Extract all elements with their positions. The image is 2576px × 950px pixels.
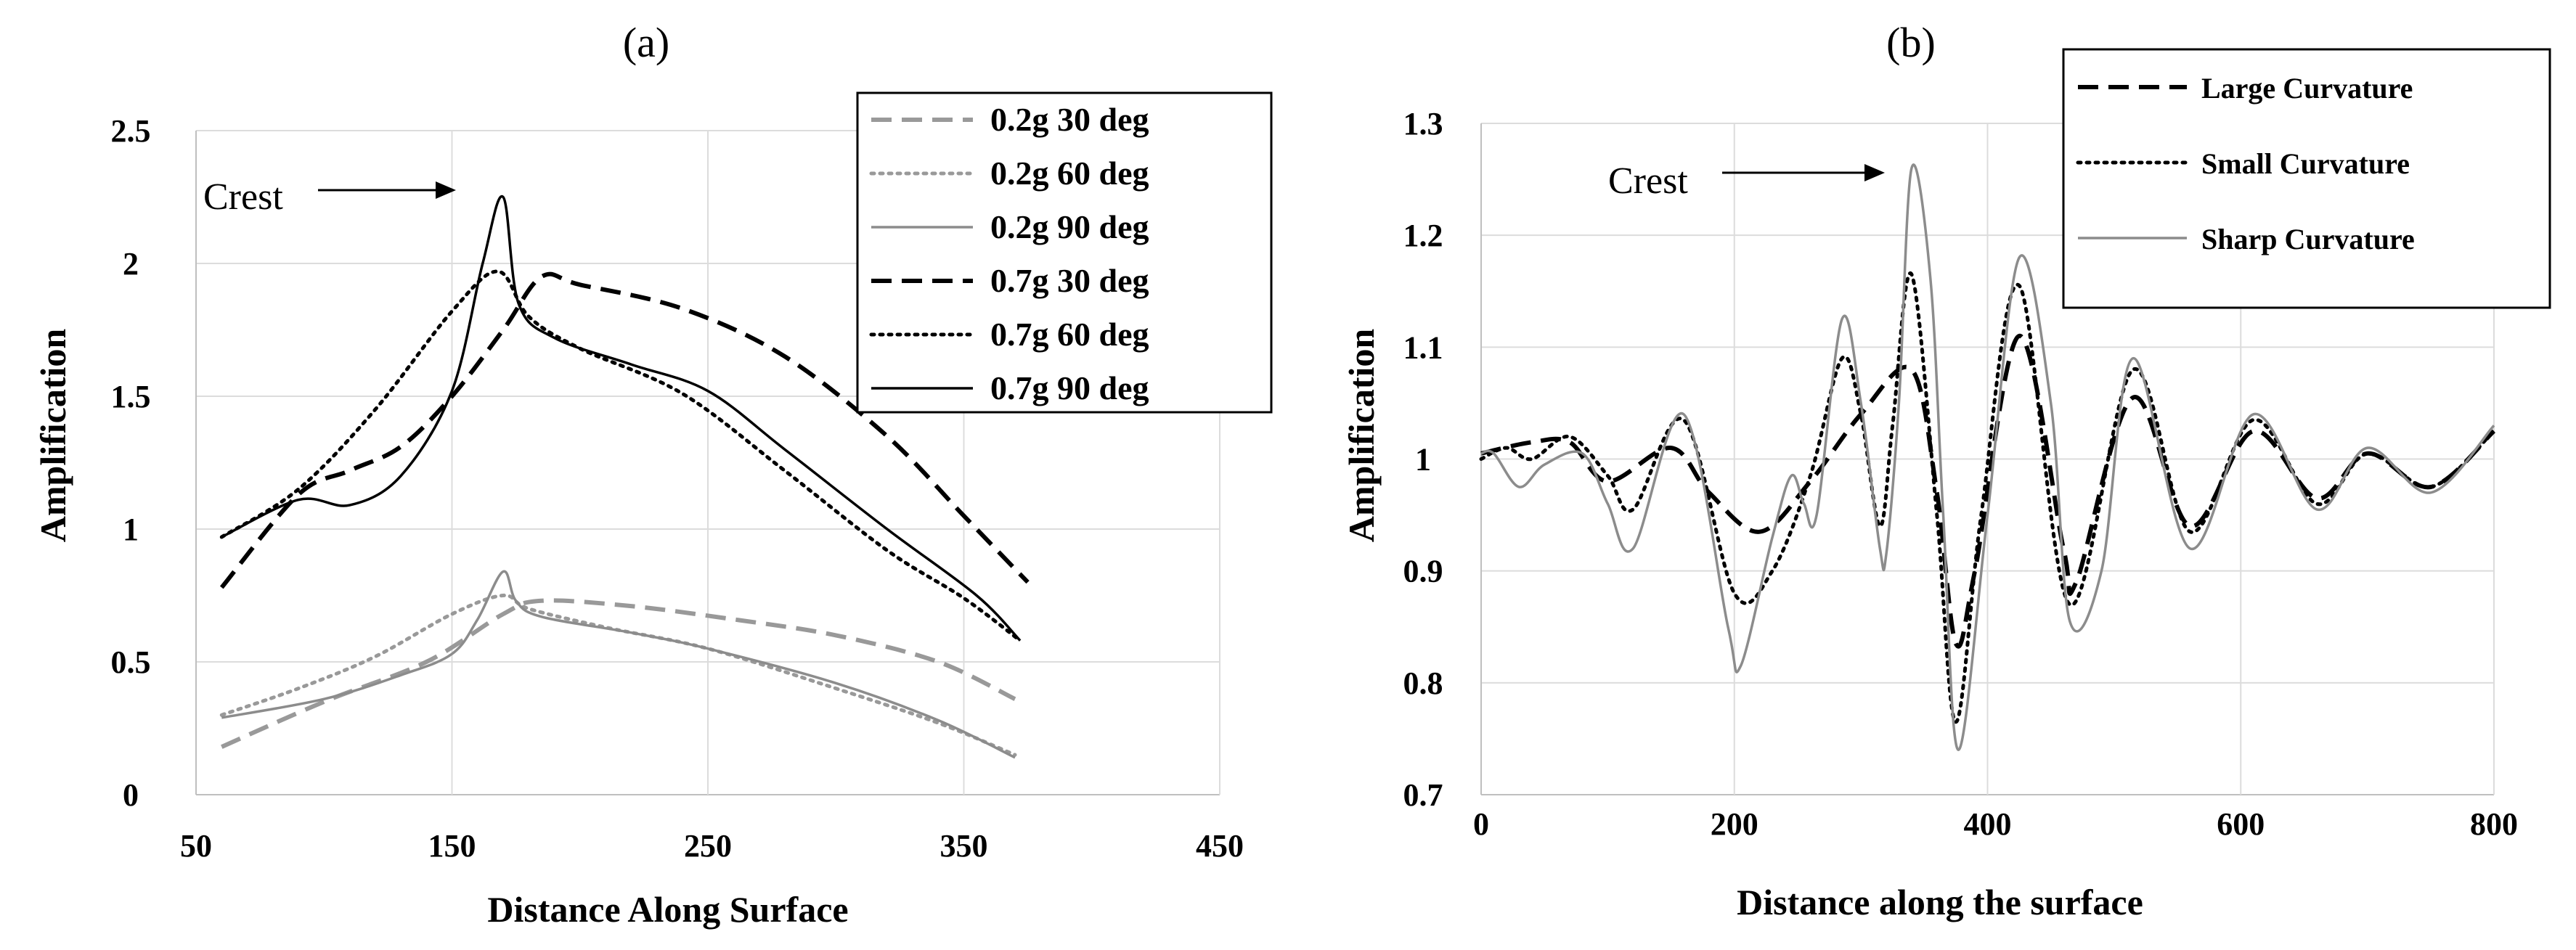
panel-a-legend-label-1: 0.2g 30 deg: [990, 101, 1149, 138]
chart-panel-a: (a) 0 0.5 1 1.5 2 2.5 50 150 250 350 450 Amplific…: [33, 19, 1273, 930]
panel-b-gridlines: [1480, 123, 2495, 795]
panel-b-xtick-label: 0: [1473, 806, 1489, 842]
panel-a-legend-label-3: 0.2g 90 deg: [990, 208, 1149, 245]
panel-b-legend-label-1: Large Curvature: [2201, 72, 2413, 105]
panel-a-y-ticks: 0 0.5 1 1.5 2 2.5: [111, 113, 151, 813]
panel-a-series-line-5: [219, 269, 1022, 643]
panel-b-xtick-label: 400: [1964, 806, 2012, 842]
panel-a-series-line-2: [219, 593, 1017, 757]
panel-b-xtick-label: 600: [2217, 806, 2265, 842]
panel-b-x-ticks: 0 200 400 600 800: [1473, 806, 2518, 842]
panel-b-ytick-label: 1.1: [1403, 329, 1443, 365]
panel-a-x-ticks: 50 150 250 350 450: [180, 828, 1244, 864]
panel-b-legend-label-2: Small Curvature: [2201, 147, 2410, 180]
panel-a-annotation: Crest: [203, 176, 456, 218]
panel-b-legend-box: [2062, 48, 2551, 309]
panel-a-ytick-label: 2.5: [111, 113, 151, 149]
panel-b-legend-label-3: Sharp Curvature: [2201, 223, 2415, 255]
panel-a-xtick-label: 250: [684, 828, 732, 864]
panel-a-series-line-3: [221, 570, 1016, 759]
panel-b-ytick-label: 0.9: [1403, 554, 1443, 589]
panel-b-ytick-label: 1.3: [1403, 106, 1443, 142]
panel-b-series-line-2: [1479, 271, 2496, 724]
panel-b-annotation-arrow-head: [1864, 164, 1885, 181]
panel-a-y-axis-title: Amplification: [33, 329, 73, 543]
panel-a-legend-box: [856, 91, 1273, 414]
panel-a-xtick-label: 50: [180, 828, 212, 864]
panel-b-xtick-label: 800: [2470, 806, 2518, 842]
panel-a-ytick-label: 1: [123, 512, 139, 547]
panel-b-ytick-label: 1: [1415, 442, 1431, 478]
panel-a-ytick-label: 2: [123, 246, 139, 282]
panel-a-legend-label-4: 0.7g 30 deg: [990, 262, 1149, 299]
panel-a-ytick-label: 0: [123, 777, 139, 813]
panel-a-annotation-text: Crest: [203, 176, 283, 218]
panel-b-ytick-label: 1.2: [1403, 218, 1443, 253]
chart-panel-b: (b) 0.7 0.8 0.9 1 1.1 1.2 1.3 0 200 400 600 800 Am…: [1341, 19, 2551, 922]
panel-a-xtick-label: 450: [1196, 828, 1244, 864]
panel-a-xtick-label: 350: [940, 828, 988, 864]
panel-b-ytick-label: 0.8: [1403, 666, 1443, 701]
panel-b-label: (b): [1886, 19, 1936, 66]
panel-a-ytick-label: 0.5: [111, 644, 151, 680]
panel-a-series: [219, 194, 1030, 759]
panel-a-legend-label-2: 0.2g 60 deg: [990, 155, 1149, 192]
panel-b-y-ticks: 0.7 0.8 0.9 1 1.1 1.2 1.3: [1403, 106, 1443, 813]
panel-a-legend: 0.2g 30 deg 0.2g 60 deg 0.2g 90 deg 0.7g 30…: [856, 91, 1273, 414]
panel-b-legend-items: Large Curvature Small Curvature Sharp Curv…: [2076, 72, 2415, 255]
panel-a-ytick-label: 1.5: [111, 379, 151, 414]
panel-b-x-axis-title: Distance along the surface: [1737, 882, 2143, 922]
panel-a-legend-label-6: 0.7g 90 deg: [990, 369, 1149, 406]
panel-b-y-axis-title: Amplification: [1341, 329, 1382, 543]
panel-b-series-line-1: [1480, 333, 2496, 649]
panel-a-label: (a): [623, 19, 669, 66]
panel-a-xtick-label: 150: [428, 828, 476, 864]
panel-b-xtick-label: 200: [1711, 806, 1758, 842]
panel-b-annotation: Crest: [1608, 160, 1885, 202]
panel-a-series-line-4: [219, 271, 1030, 589]
panel-b-ytick-label: 0.7: [1403, 777, 1443, 813]
panel-b-annotation-text: Crest: [1608, 160, 1688, 202]
panel-b-series-line-3: [1480, 163, 2495, 752]
panel-a-legend-label-5: 0.7g 60 deg: [990, 316, 1149, 353]
panel-a-series-line-6: [221, 194, 1022, 642]
panel-a-x-axis-title: Distance Along Surface: [487, 889, 848, 930]
panel-b-legend: Large Curvature Small Curvature Sharp Curv…: [2062, 48, 2551, 309]
panel-a-series-line-1: [221, 598, 1016, 749]
panel-a-annotation-arrow-head: [436, 181, 456, 199]
panel-b-series: [1479, 163, 2496, 752]
panel-a-legend-items: 0.2g 30 deg 0.2g 60 deg 0.2g 90 deg 0.7g 30…: [869, 101, 1149, 406]
